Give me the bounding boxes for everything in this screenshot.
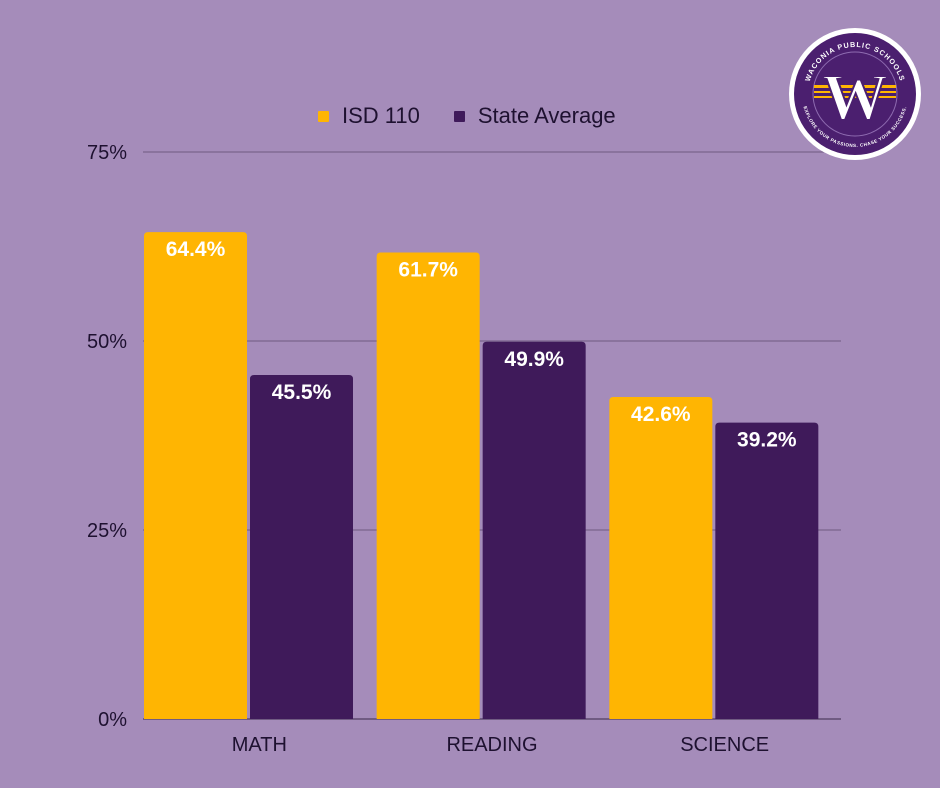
x-tick-label: SCIENCE [680, 734, 769, 756]
logo-letter: W [822, 61, 888, 134]
legend-item-isd: ISD 110 [318, 103, 420, 129]
bar [715, 422, 819, 719]
waconia-logo: W WACONIA PUBLIC SCHOOLS EXPLORE YOUR PA… [789, 28, 921, 160]
x-tick-label: READING [446, 734, 537, 756]
bar [609, 396, 713, 719]
bar [482, 341, 586, 719]
data-label: 64.4% [166, 238, 226, 261]
y-tick-label: 0% [98, 709, 127, 731]
legend-swatch-isd [318, 110, 329, 122]
logo-inner-ring [812, 51, 898, 137]
logo-stripes [814, 85, 896, 98]
y-tick-label: 25% [87, 520, 127, 542]
bar [376, 252, 480, 719]
y-tick-label: 50% [87, 331, 127, 353]
legend-label-isd: ISD 110 [342, 103, 420, 128]
bar [144, 232, 247, 720]
legend-item-state: State Average [453, 103, 616, 129]
data-label: 42.6% [631, 403, 691, 426]
legend: ISD 110 State Average [318, 103, 650, 129]
x-tick-label: MATH [232, 734, 287, 756]
legend-label-state: State Average [477, 103, 616, 128]
y-tick-label: 75% [87, 142, 127, 164]
data-label: 49.9% [504, 348, 564, 371]
data-label: 61.7% [398, 259, 458, 282]
data-label: 39.2% [737, 429, 797, 452]
data-label: 45.5% [272, 381, 332, 404]
bar [250, 375, 353, 719]
legend-swatch-state [453, 110, 465, 122]
